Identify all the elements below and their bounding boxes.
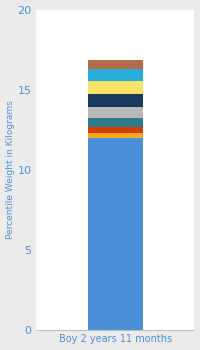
Y-axis label: Percentile Weight in Kilograms: Percentile Weight in Kilograms — [6, 100, 15, 239]
Bar — [88, 69, 143, 81]
Bar — [88, 118, 143, 127]
Bar — [88, 133, 143, 138]
Bar — [88, 81, 143, 95]
Bar — [88, 60, 143, 69]
Bar — [88, 94, 143, 107]
Bar — [88, 138, 143, 330]
Bar — [88, 107, 143, 118]
Bar — [88, 127, 143, 133]
